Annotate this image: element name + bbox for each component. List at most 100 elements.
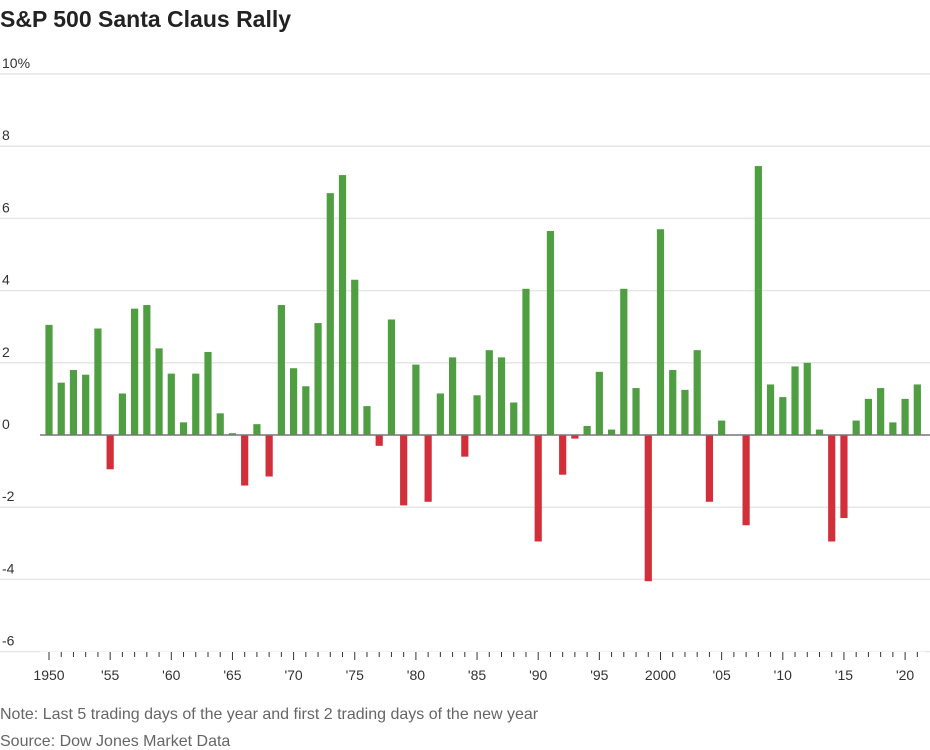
bar-2009	[766, 384, 775, 435]
bar-1990	[534, 435, 542, 542]
bar-1976	[363, 406, 371, 435]
bar-1973	[326, 193, 334, 435]
bar-1961	[179, 422, 188, 435]
bar-2015	[840, 435, 848, 519]
bar-2002	[681, 389, 689, 435]
bar-1960	[167, 373, 175, 435]
bar-2021	[913, 384, 921, 435]
bar-1966	[241, 435, 249, 486]
bar-1997	[620, 288, 628, 435]
bar-1977	[375, 435, 383, 446]
y-tick-label: 4	[2, 272, 10, 288]
y-tick-label: -2	[2, 488, 15, 504]
bar-1962	[192, 373, 200, 435]
bar-1984	[461, 435, 469, 457]
bar-2005	[718, 420, 726, 435]
bar-1955	[106, 435, 114, 470]
bar-1964	[216, 413, 224, 435]
bar-1980	[412, 364, 420, 435]
bar-1956	[118, 393, 126, 435]
bar-1958	[143, 305, 151, 435]
bar-2012	[803, 362, 811, 435]
x-tick-label: '85	[468, 667, 486, 683]
bar-2020	[901, 398, 909, 435]
x-tick-label: '90	[529, 667, 547, 683]
bar-2013	[815, 429, 824, 435]
x-tick-label: '80	[407, 667, 425, 683]
gridlines	[0, 73, 930, 653]
bar-1981	[424, 435, 432, 502]
chart-source: Source: Dow Jones Market Data	[0, 733, 230, 750]
bar-1992	[559, 435, 567, 475]
x-tick-label: '20	[896, 667, 914, 683]
bar-1987	[497, 357, 506, 435]
bar-1970	[290, 368, 298, 435]
bar-1974	[338, 175, 347, 435]
y-tick-label: 6	[2, 199, 10, 215]
x-tick-label: '10	[774, 667, 792, 683]
bar-1952	[69, 370, 78, 435]
bar-1996	[607, 429, 616, 435]
x-tick-label: 2000	[645, 667, 676, 683]
x-axis: 1950 '55 '60 '65 '70 '75 '80 '85 '90 '95 2000 '05 '1…	[33, 651, 925, 683]
bar-1957	[131, 308, 139, 435]
bar-1963	[204, 351, 212, 435]
bar-1979	[400, 435, 408, 506]
bar-1993	[571, 435, 579, 439]
bar-1989	[522, 288, 530, 435]
bar-1998	[632, 388, 640, 435]
bar-1969	[277, 305, 285, 435]
x-tick-label: '55	[101, 667, 119, 683]
bar-1986	[485, 350, 493, 435]
bar-2011	[791, 366, 799, 435]
x-tick-label: '70	[284, 667, 302, 683]
y-tick-label: -4	[2, 560, 15, 576]
bar-1950	[45, 324, 53, 435]
bar-1985	[473, 395, 481, 435]
bar-1972	[314, 323, 322, 435]
bar-2016	[852, 420, 860, 435]
bars	[45, 166, 921, 582]
bar-1959	[155, 348, 163, 435]
bar-2007	[742, 435, 750, 526]
bar-1951	[57, 382, 65, 435]
x-tick-label: '95	[590, 667, 608, 683]
bar-1994	[583, 425, 591, 435]
x-tick-label: '05	[713, 667, 731, 683]
chart-title: S&P 500 Santa Claus Rally	[0, 6, 291, 32]
bar-1991	[546, 231, 555, 435]
bar-1982	[436, 393, 444, 435]
bar-1953	[82, 374, 90, 435]
bar-1967	[253, 424, 261, 435]
y-axis-labels: -6 -4 -2 0 2 4 6 8 10%	[2, 55, 30, 649]
bar-1988	[510, 402, 518, 435]
bar-2004	[705, 435, 714, 502]
bar-2014	[828, 435, 836, 542]
y-tick-label: 10%	[2, 55, 30, 71]
x-tick-label: '65	[223, 667, 241, 683]
x-tick-label: 1950	[33, 667, 64, 683]
y-tick-label: 0	[2, 416, 10, 432]
bar-1978	[387, 319, 396, 435]
y-tick-label: 2	[2, 344, 10, 360]
bar-2001	[669, 370, 677, 435]
bar-2019	[889, 422, 897, 435]
bar-2003	[693, 350, 701, 435]
bar-1995	[595, 371, 603, 435]
bar-1965	[228, 433, 237, 435]
bar-2017	[864, 398, 873, 435]
x-tick-label: '60	[162, 667, 180, 683]
y-tick-label: 8	[2, 127, 10, 143]
x-tick-label: '15	[835, 667, 853, 683]
x-tick-label: '75	[346, 667, 364, 683]
y-tick-label: -6	[2, 633, 15, 649]
bar-1975	[351, 279, 359, 435]
chart-note: Note: Last 5 trading days of the year an…	[0, 706, 539, 723]
bar-1971	[302, 386, 310, 435]
bar-1954	[94, 328, 102, 435]
bar-2000	[656, 229, 665, 435]
bar-2018	[877, 388, 885, 435]
bar-1983	[448, 357, 457, 435]
bar-2010	[779, 397, 787, 435]
